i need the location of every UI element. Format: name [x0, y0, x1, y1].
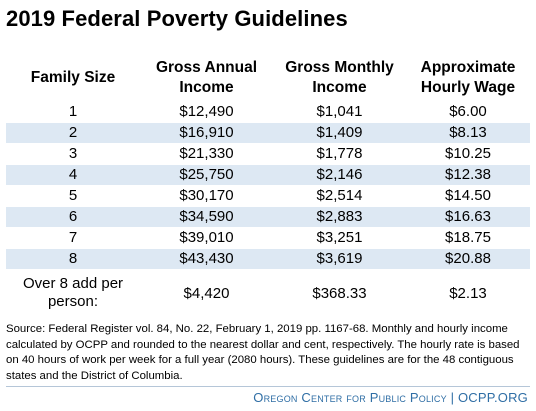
family-size-cell: 8	[6, 248, 140, 270]
table-row: 1 $12,490 $1,041 $6.00	[6, 102, 530, 123]
poverty-guidelines-table: Family Size Gross Annual Income Gross Mo…	[6, 58, 530, 312]
table-row: 3 $21,330 $1,778 $10.25	[6, 143, 530, 165]
additional-person-row: Over 8 add per person: $4,420 $368.33 $2…	[6, 270, 530, 313]
table-row: 7 $39,010 $3,251 $18.75	[6, 227, 530, 249]
annual-income-cell: $25,750	[140, 164, 273, 186]
family-size-cell: 6	[6, 206, 140, 228]
hourly-wage-cell: $12.38	[406, 164, 530, 186]
annual-income-cell: $12,490	[140, 102, 273, 123]
hourly-wage-cell: $10.25	[406, 143, 530, 165]
org-name: Oregon Center for Public Policy	[253, 390, 447, 405]
table-row: 4 $25,750 $2,146 $12.38	[6, 164, 530, 186]
header-hourly-wage: Approximate Hourly Wage	[420, 59, 516, 96]
hourly-wage-cell: $14.50	[406, 185, 530, 207]
table-row: 6 $34,590 $2,883 $16.63	[6, 206, 530, 228]
header-gross-monthly: Gross Monthly Income	[285, 59, 394, 96]
annual-income-cell: $43,430	[140, 248, 273, 270]
table-row: 2 $16,910 $1,409 $8.13	[6, 122, 530, 144]
monthly-income-cell: $2,514	[273, 185, 406, 207]
family-size-cell: 4	[6, 164, 140, 186]
annual-income-cell: $30,170	[140, 185, 273, 207]
additional-hourly-cell: $2.13	[449, 285, 487, 302]
source-note: Source: Federal Register vol. 84, No. 22…	[6, 323, 520, 382]
annual-income-cell: $39,010	[140, 227, 273, 249]
footer-separator: |	[450, 390, 455, 405]
header-family-size: Family Size	[30, 69, 116, 86]
monthly-income-cell: $1,409	[273, 122, 406, 144]
annual-income-cell: $34,590	[140, 206, 273, 228]
family-size-cell: 7	[6, 227, 140, 249]
monthly-income-cell: $1,778	[273, 143, 406, 165]
family-size-cell: 1	[6, 102, 140, 123]
additional-annual-cell: $4,420	[183, 285, 230, 302]
additional-monthly-cell: $368.33	[312, 285, 367, 302]
hourly-wage-cell: $6.00	[406, 102, 530, 123]
family-size-cell: 5	[6, 185, 140, 207]
monthly-income-cell: $2,883	[273, 206, 406, 228]
table-row: 8 $43,430 $3,619 $20.88	[6, 248, 530, 270]
org-website: OCPP.ORG	[458, 390, 528, 405]
header-gross-annual: Gross Annual Income	[155, 59, 258, 96]
additional-person-label: Over 8 add per person:	[22, 275, 124, 310]
annual-income-cell: $21,330	[140, 143, 273, 165]
monthly-income-cell: $2,146	[273, 164, 406, 186]
family-size-cell: 2	[6, 122, 140, 144]
hourly-wage-cell: $20.88	[406, 248, 530, 270]
page-title: 2019 Federal Poverty Guidelines	[6, 6, 348, 31]
footer-divider	[6, 386, 530, 387]
monthly-income-cell: $3,619	[273, 248, 406, 270]
family-size-cell: 3	[6, 143, 140, 165]
table-header-row: Family Size Gross Annual Income Gross Mo…	[6, 58, 530, 102]
hourly-wage-cell: $8.13	[406, 122, 530, 144]
hourly-wage-cell: $18.75	[406, 227, 530, 249]
annual-income-cell: $16,910	[140, 122, 273, 144]
monthly-income-cell: $1,041	[273, 102, 406, 123]
footer-credit: Oregon Center for Public Policy | OCPP.O…	[253, 390, 528, 405]
monthly-income-cell: $3,251	[273, 227, 406, 249]
hourly-wage-cell: $16.63	[406, 206, 530, 228]
table-row: 5 $30,170 $2,514 $14.50	[6, 185, 530, 207]
